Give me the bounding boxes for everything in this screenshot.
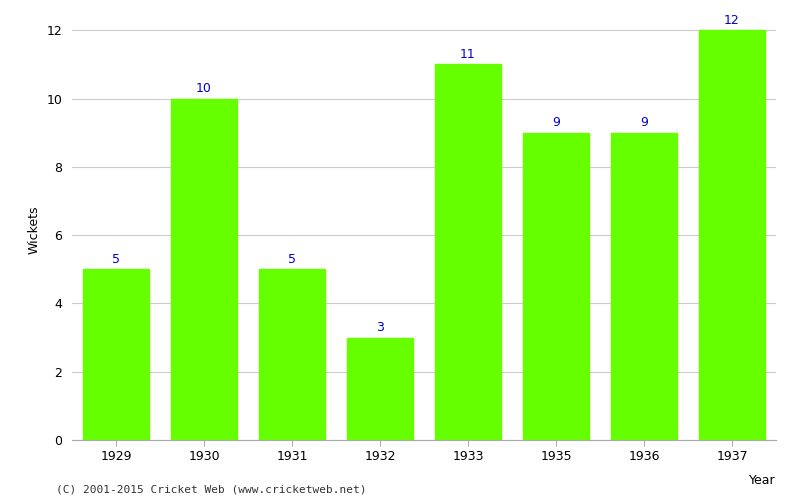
Text: 9: 9 bbox=[552, 116, 560, 130]
Text: 5: 5 bbox=[288, 253, 296, 266]
Bar bbox=[83, 270, 149, 440]
Text: 3: 3 bbox=[376, 321, 384, 334]
Text: 11: 11 bbox=[460, 48, 476, 61]
Bar bbox=[347, 338, 413, 440]
Text: 9: 9 bbox=[640, 116, 648, 130]
Bar bbox=[699, 30, 765, 440]
Bar bbox=[523, 132, 589, 440]
Text: (C) 2001-2015 Cricket Web (www.cricketweb.net): (C) 2001-2015 Cricket Web (www.cricketwe… bbox=[56, 485, 366, 495]
Bar bbox=[171, 98, 237, 440]
Bar bbox=[435, 64, 501, 440]
Bar bbox=[611, 132, 677, 440]
Text: 12: 12 bbox=[724, 14, 740, 27]
Text: 10: 10 bbox=[196, 82, 212, 95]
Y-axis label: Wickets: Wickets bbox=[28, 206, 41, 254]
Text: 5: 5 bbox=[112, 253, 120, 266]
Text: Year: Year bbox=[750, 474, 776, 486]
Bar bbox=[259, 270, 325, 440]
